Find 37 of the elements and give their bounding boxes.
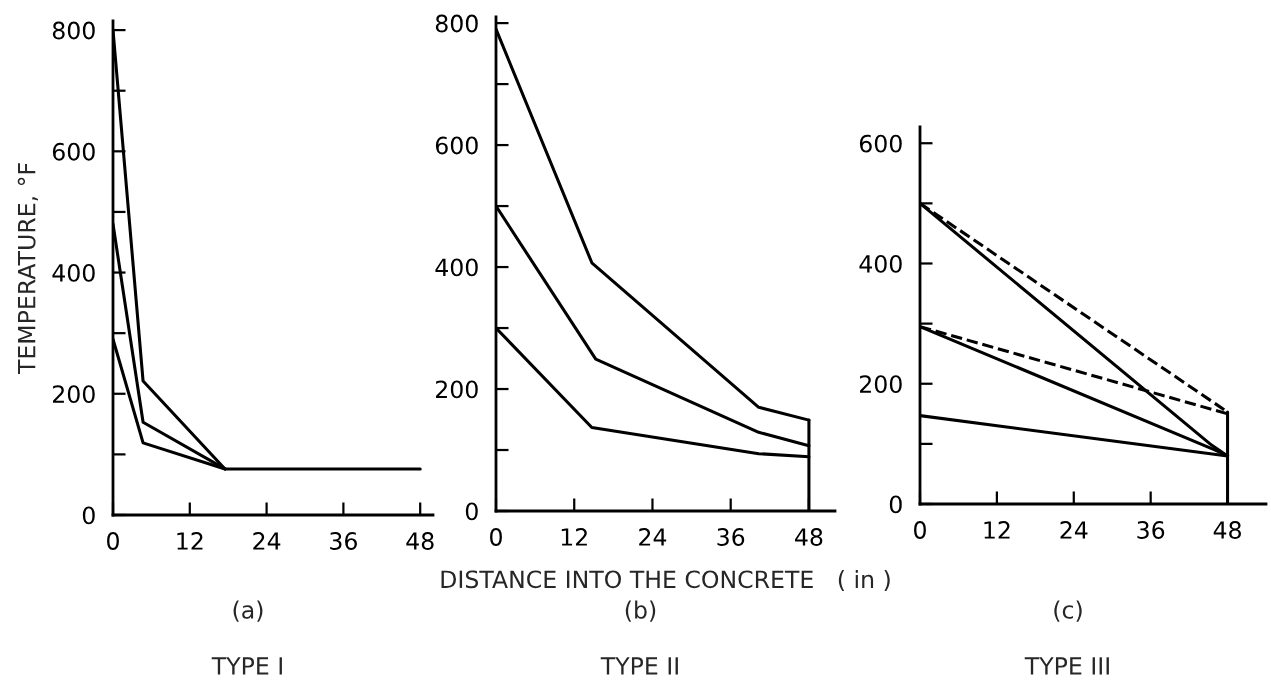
- y-tick-label: 400: [859, 254, 902, 273]
- x-tick-label: 24: [639, 528, 667, 546]
- x-tick-label: 24: [253, 532, 281, 550]
- x-tick-label: 24: [1060, 521, 1088, 539]
- y-tick-label: 200: [53, 385, 95, 404]
- text: TYPE II: [600, 657, 678, 675]
- text: (a): [233, 600, 263, 622]
- y-tick-label: 800: [52, 21, 95, 40]
- y-tick-label: 400: [435, 258, 478, 277]
- x-tick-label: 48: [406, 532, 434, 550]
- text: (b): [625, 600, 656, 622]
- x-tick-label: 36: [330, 532, 357, 550]
- y-tick-label: 0: [889, 495, 902, 514]
- text: TYPE I: [211, 657, 282, 675]
- x-tick-label: 12: [984, 521, 1010, 539]
- x-tick-label: 12: [561, 528, 587, 546]
- y-axis-title: TEMPERATURE, °F: [17, 163, 38, 375]
- y-tick-label: 200: [436, 380, 478, 399]
- y-tick-label: 0: [82, 506, 95, 525]
- x-tick-label: 36: [717, 528, 745, 546]
- x-tick-label: 12: [177, 532, 203, 550]
- y-tick-label: 200: [860, 375, 902, 394]
- text: (c): [1054, 600, 1082, 622]
- x-tick-label: 48: [1213, 521, 1241, 539]
- x-tick-label: 0: [107, 532, 119, 550]
- y-tick-label: 0: [465, 502, 478, 521]
- y-tick-label: 600: [52, 142, 95, 161]
- y-tick-label: 800: [435, 14, 478, 33]
- x-tick-label: 48: [795, 528, 823, 546]
- y-tick-label: 600: [859, 134, 902, 153]
- x-tick-label: 0: [490, 528, 502, 546]
- y-tick-label: 600: [435, 136, 478, 155]
- x-axis-title: DISTANCE INTO THE CONCRETE ( in ): [441, 569, 890, 592]
- x-tick-label: 0: [914, 521, 926, 539]
- text: TYPE III: [1024, 657, 1109, 675]
- y-tick-label: 400: [52, 263, 95, 282]
- x-tick-label: 36: [1137, 521, 1165, 539]
